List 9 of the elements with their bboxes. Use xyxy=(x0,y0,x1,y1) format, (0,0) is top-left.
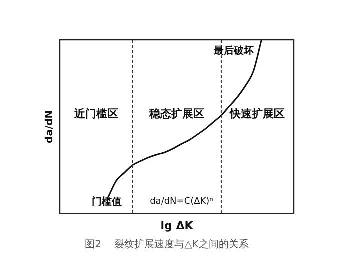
y-axis-title: da/dN xyxy=(44,110,56,144)
x-axis-title: lg ΔK xyxy=(160,219,194,232)
annotation: 近门槛区 xyxy=(73,108,118,121)
annotation: 稳态扩展区 xyxy=(148,108,204,121)
annotation: 门槛值 xyxy=(92,196,122,208)
text: 图2 裂纹扩展速度与△K之间的关系 xyxy=(85,238,249,251)
annotation: 快速扩展区 xyxy=(229,108,286,121)
annotation: da/dN=C(ΔK)ⁿ xyxy=(150,196,214,207)
annotation: 最后破坏 xyxy=(213,44,254,57)
